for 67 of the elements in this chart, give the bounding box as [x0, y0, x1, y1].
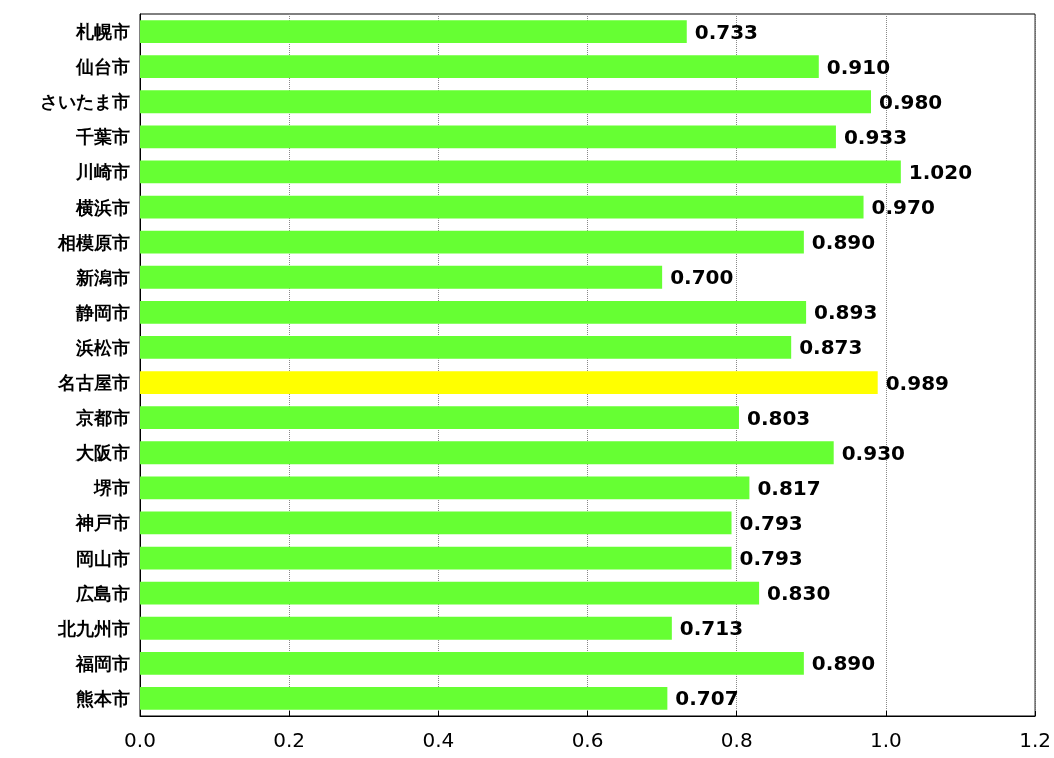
data-label: 0.893: [814, 300, 878, 325]
data-label: 0.803: [746, 405, 811, 430]
x-tick-label: 1.0: [870, 728, 902, 752]
x-tick-label: 0.6: [571, 728, 604, 752]
bar: [140, 160, 901, 184]
y-tick-label: 神戸市: [75, 512, 130, 534]
y-tick-label: 福岡市: [75, 652, 130, 674]
bar: [140, 687, 668, 710]
data-label: 0.700: [670, 265, 734, 290]
y-tick-label: 仙台市: [75, 56, 130, 78]
data-label: 0.817: [757, 475, 821, 500]
data-label: 0.733: [694, 19, 759, 44]
x-tick-label: 0.2: [273, 728, 306, 752]
bar: [140, 651, 804, 675]
data-label: 0.970: [871, 195, 935, 220]
bar: [140, 265, 663, 289]
bar: [140, 406, 739, 430]
data-label: 0.793: [739, 510, 803, 535]
bar: [140, 336, 792, 359]
bar: [140, 230, 804, 254]
y-tick-label: 京都市: [75, 407, 130, 429]
data-label: 0.910: [826, 54, 891, 79]
y-tick-label: 千葉市: [75, 126, 130, 148]
bar: [140, 90, 871, 114]
data-label: 0.713: [679, 616, 744, 641]
bar: [140, 616, 672, 640]
y-tick-label: 広島市: [75, 582, 130, 604]
bar: [140, 300, 807, 324]
data-label: 0.930: [841, 440, 905, 465]
data-label: 0.989: [885, 370, 949, 395]
y-tick-label: 北九州市: [57, 617, 130, 639]
y-tick-label: 岡山市: [76, 547, 130, 569]
x-tick-label: 0.4: [422, 728, 455, 752]
data-label: 0.890: [811, 651, 876, 676]
x-tick-label: 0.8: [720, 728, 753, 752]
bar: [140, 55, 819, 79]
y-tick-label: 横浜市: [75, 196, 130, 218]
y-tick-label: 川崎市: [75, 161, 130, 183]
data-label: 0.707: [675, 686, 739, 711]
bar: [140, 195, 864, 219]
bar: [140, 511, 732, 535]
data-label: 1.020: [908, 159, 973, 184]
y-tick-label: 札幌市: [75, 21, 130, 43]
y-tick-label: 堺市: [93, 477, 130, 499]
bar: [140, 546, 732, 570]
data-label: 0.830: [767, 581, 831, 606]
data-label: 0.933: [843, 124, 908, 149]
bar: [140, 125, 836, 149]
y-tick-label: 名古屋市: [57, 372, 130, 394]
data-label: 0.890: [811, 230, 876, 255]
y-tick-label: 相模原市: [57, 231, 130, 253]
y-tick-label: 熊本市: [76, 687, 130, 709]
data-label: 0.793: [739, 546, 803, 571]
bar: [140, 371, 878, 394]
bar: [140, 476, 750, 500]
y-tick-label: 大阪市: [75, 442, 130, 464]
bar: [140, 20, 687, 43]
x-tick-label: 1.2: [1019, 728, 1051, 752]
y-tick-label: 新潟市: [75, 266, 130, 288]
data-label: 0.873: [799, 335, 863, 360]
data-label: 0.980: [879, 89, 943, 114]
y-tick-label: 浜松市: [75, 336, 130, 358]
y-tick-label: 静岡市: [75, 301, 130, 323]
x-tick-label: 0.0: [124, 728, 156, 752]
y-tick-label: さいたま市: [40, 91, 130, 113]
bar: [140, 441, 834, 465]
bar: [140, 581, 760, 605]
